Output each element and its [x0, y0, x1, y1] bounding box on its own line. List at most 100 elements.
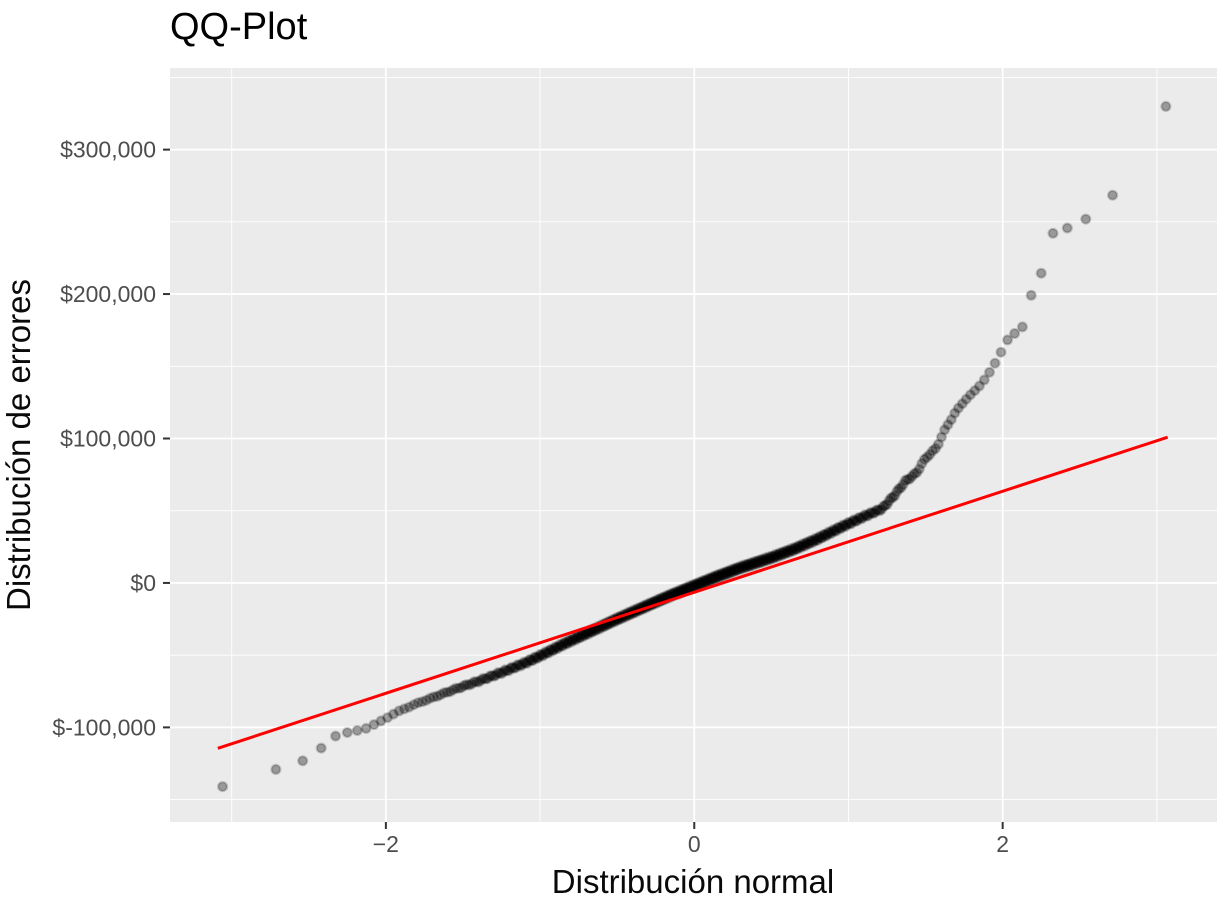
qq-point	[582, 628, 594, 640]
qq-point	[901, 473, 914, 486]
qq-point	[530, 651, 542, 663]
qq-point	[739, 561, 752, 573]
qq-point	[730, 564, 743, 577]
qq-point	[527, 654, 539, 666]
qq-point	[753, 557, 765, 569]
y-tick-label: $-100,000	[52, 714, 156, 740]
qq-point	[789, 541, 801, 554]
qq-point	[765, 553, 777, 565]
qq-point	[737, 563, 749, 575]
qq-point	[270, 763, 282, 776]
qq-point	[1016, 321, 1029, 333]
qq-point	[777, 546, 790, 558]
qq-point	[566, 634, 578, 646]
qq-point	[849, 515, 862, 528]
qq-point	[689, 578, 702, 590]
qq-point	[796, 538, 809, 550]
qq-point	[534, 648, 546, 661]
qq-point	[519, 657, 532, 669]
qq-point	[518, 656, 530, 668]
qq-point	[978, 374, 990, 386]
qq-point	[687, 579, 699, 591]
qq-point	[486, 669, 498, 682]
qq-point	[664, 588, 677, 600]
qq-point	[315, 742, 327, 754]
qq-point	[720, 568, 732, 581]
qq-point	[297, 755, 309, 767]
qq-point	[924, 448, 936, 461]
qq-point	[694, 577, 706, 590]
qq-point	[906, 470, 918, 482]
qq-point	[535, 649, 548, 661]
qq-point	[531, 652, 544, 665]
qq-point	[550, 641, 563, 653]
qq-point	[764, 553, 776, 565]
qq-point	[398, 703, 410, 715]
qq-point	[721, 568, 733, 580]
qq-point	[795, 540, 808, 552]
qq-point	[743, 560, 755, 573]
qq-point	[916, 458, 928, 470]
qq-point	[546, 645, 559, 657]
qq-point	[929, 442, 942, 455]
qq-point	[564, 634, 576, 647]
qq-point	[375, 715, 387, 727]
qq-point	[714, 569, 727, 581]
qq-point	[911, 467, 923, 479]
qq-point	[542, 647, 555, 659]
qq-point	[570, 634, 582, 646]
qq-point	[785, 543, 797, 555]
qq-point	[466, 678, 478, 690]
qq-point	[501, 664, 513, 677]
qq-point	[551, 643, 564, 655]
qq-point	[707, 573, 720, 586]
x-tick-label: −2	[373, 831, 399, 857]
qq-point	[545, 643, 557, 655]
qq-point	[701, 575, 714, 587]
qq-point	[762, 552, 774, 564]
qq-point	[431, 690, 443, 702]
qq-point	[784, 544, 796, 557]
qq-point	[387, 708, 400, 720]
qq-point	[945, 414, 957, 426]
qq-point	[833, 521, 845, 533]
qq-point	[805, 535, 818, 547]
qq-point	[808, 535, 820, 547]
x-axis-tick-labels: −2 0 2	[373, 831, 1009, 857]
qq-point	[748, 557, 760, 570]
qq-point	[859, 509, 871, 521]
qq-point	[742, 558, 754, 570]
qq-point	[1061, 222, 1073, 234]
qq-point	[788, 542, 800, 554]
qq-point	[793, 540, 806, 553]
qq-point	[904, 473, 916, 485]
y-tick-label: $100,000	[60, 426, 156, 452]
qq-point	[492, 667, 504, 679]
qq-point	[1008, 327, 1021, 340]
qq-point	[715, 567, 728, 579]
qq-point	[549, 641, 561, 653]
qq-point	[586, 626, 599, 638]
qq-point	[803, 537, 815, 550]
qq-point	[683, 580, 696, 592]
qq-point	[528, 651, 541, 664]
qq-point	[754, 556, 766, 569]
qq-point	[891, 485, 903, 497]
qq-point	[768, 552, 780, 565]
qq-point	[368, 718, 380, 731]
qq-point	[763, 551, 775, 563]
qq-point	[897, 479, 909, 491]
qq-point	[774, 549, 787, 561]
qq-point	[782, 545, 794, 557]
qq-point	[484, 670, 496, 683]
qq-point	[875, 503, 888, 515]
qq-point	[757, 556, 769, 568]
qq-point	[893, 483, 905, 495]
qq-point	[458, 679, 470, 692]
qq-point	[695, 576, 708, 589]
qq-point	[468, 676, 480, 688]
gridlines-major	[170, 68, 1217, 822]
qq-point	[578, 630, 590, 642]
qq-point	[877, 500, 890, 512]
qq-point	[786, 544, 798, 557]
